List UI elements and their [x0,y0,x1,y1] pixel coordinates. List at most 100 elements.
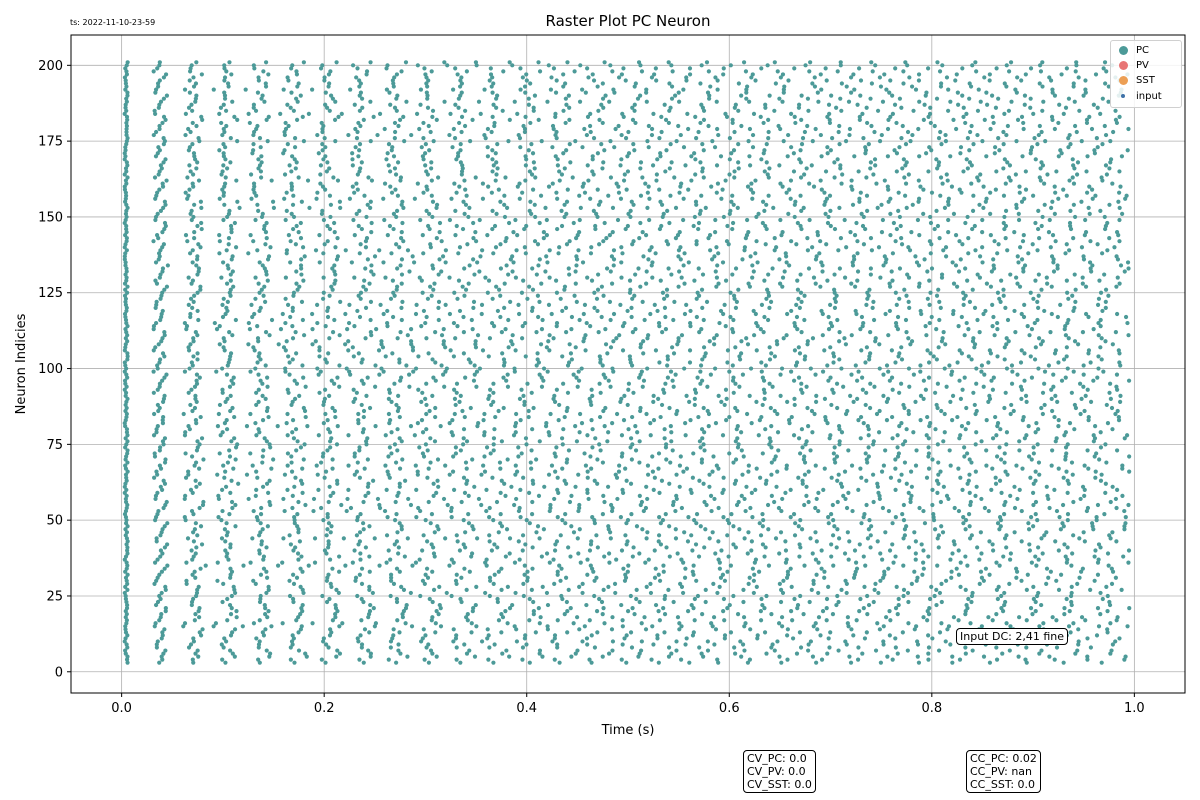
spike-point [716,505,721,511]
spike-point [971,193,976,198]
spike-point [183,430,188,435]
spike-point [1069,563,1074,568]
spike-point [577,502,582,508]
spike-point [839,430,845,435]
spike-point [1062,605,1067,611]
spike-point [990,323,995,329]
spike-point [842,469,848,474]
spike-point [1086,314,1091,320]
spike-point [258,530,263,535]
spike-point [1034,563,1039,568]
spike-point [809,587,814,593]
spike-point [335,478,340,483]
spike-point [568,351,574,356]
spike-point [487,575,493,580]
spike-point [529,587,534,593]
spike-point [1012,530,1017,535]
spike-point [552,581,557,586]
spike-point [855,251,860,256]
spike-point [973,248,978,253]
spike-point [185,175,190,180]
spike-point [970,226,975,232]
spike-point [196,266,202,271]
spike-point [265,278,270,283]
spike-point [505,372,510,377]
spike-point [906,490,911,495]
spike-point [399,524,404,529]
spike-point [934,208,939,213]
spike-point [972,305,978,311]
spike-point [1077,536,1082,541]
spike-point [471,378,477,383]
spike-point [760,199,766,204]
spike-point [794,360,800,365]
spike-point [609,627,615,632]
spike-point [1053,348,1058,353]
spike-point [1096,557,1101,562]
spike-point [713,229,718,235]
spike-point [1067,220,1073,226]
spike-point [1053,239,1058,244]
spike-point [158,272,163,277]
spike-point [327,226,333,232]
spike-point [801,612,806,617]
spike-point [222,636,227,641]
spike-point [746,281,751,286]
spike-point [1115,615,1120,620]
spike-point [195,439,200,444]
spike-point [849,178,854,183]
spike-point [159,590,164,596]
spike-point [333,615,338,620]
spike-point [645,472,651,477]
spike-point [419,323,424,329]
spike-point [535,293,541,298]
spike-point [681,469,686,474]
spike-point [895,433,900,438]
spike-point [1003,181,1008,186]
spike-point [547,348,552,353]
spike-point [123,584,128,589]
spike-point [349,260,354,265]
spike-point [523,542,528,547]
spike-point [676,254,681,259]
spike-point [904,481,909,486]
spike-point [1098,323,1103,329]
spike-point [352,454,357,459]
spike-point [196,317,201,323]
spike-point [832,272,837,277]
spike-point [874,411,880,417]
spike-point [899,472,904,477]
spike-point [358,296,363,301]
spike-point [541,527,546,532]
spike-point [424,314,429,320]
spike-point [894,226,899,232]
spike-point [486,184,491,189]
spike-point [257,260,262,265]
spike-point [291,581,297,586]
spike-point [453,208,458,213]
spike-point [936,460,941,465]
spike-point [747,393,752,398]
spike-point [969,533,974,538]
spike-point [971,336,976,341]
spike-point [491,581,496,586]
spike-point [979,575,985,580]
spike-point [483,590,488,596]
spike-point [511,260,516,265]
spike-point [337,651,343,656]
spike-point [559,223,565,229]
spike-point [1054,508,1060,514]
spike-point [946,202,951,207]
spike-point [491,518,496,523]
spike-point [256,427,261,432]
spike-point [849,372,854,377]
spike-point [576,369,581,374]
spike-point [124,193,129,198]
spike-point [848,229,853,235]
spike-point [897,266,903,271]
spike-point [1001,554,1006,559]
spike-point [522,245,527,250]
spike-point [1019,396,1024,401]
spike-point [1073,651,1078,656]
spike-point [362,627,368,632]
